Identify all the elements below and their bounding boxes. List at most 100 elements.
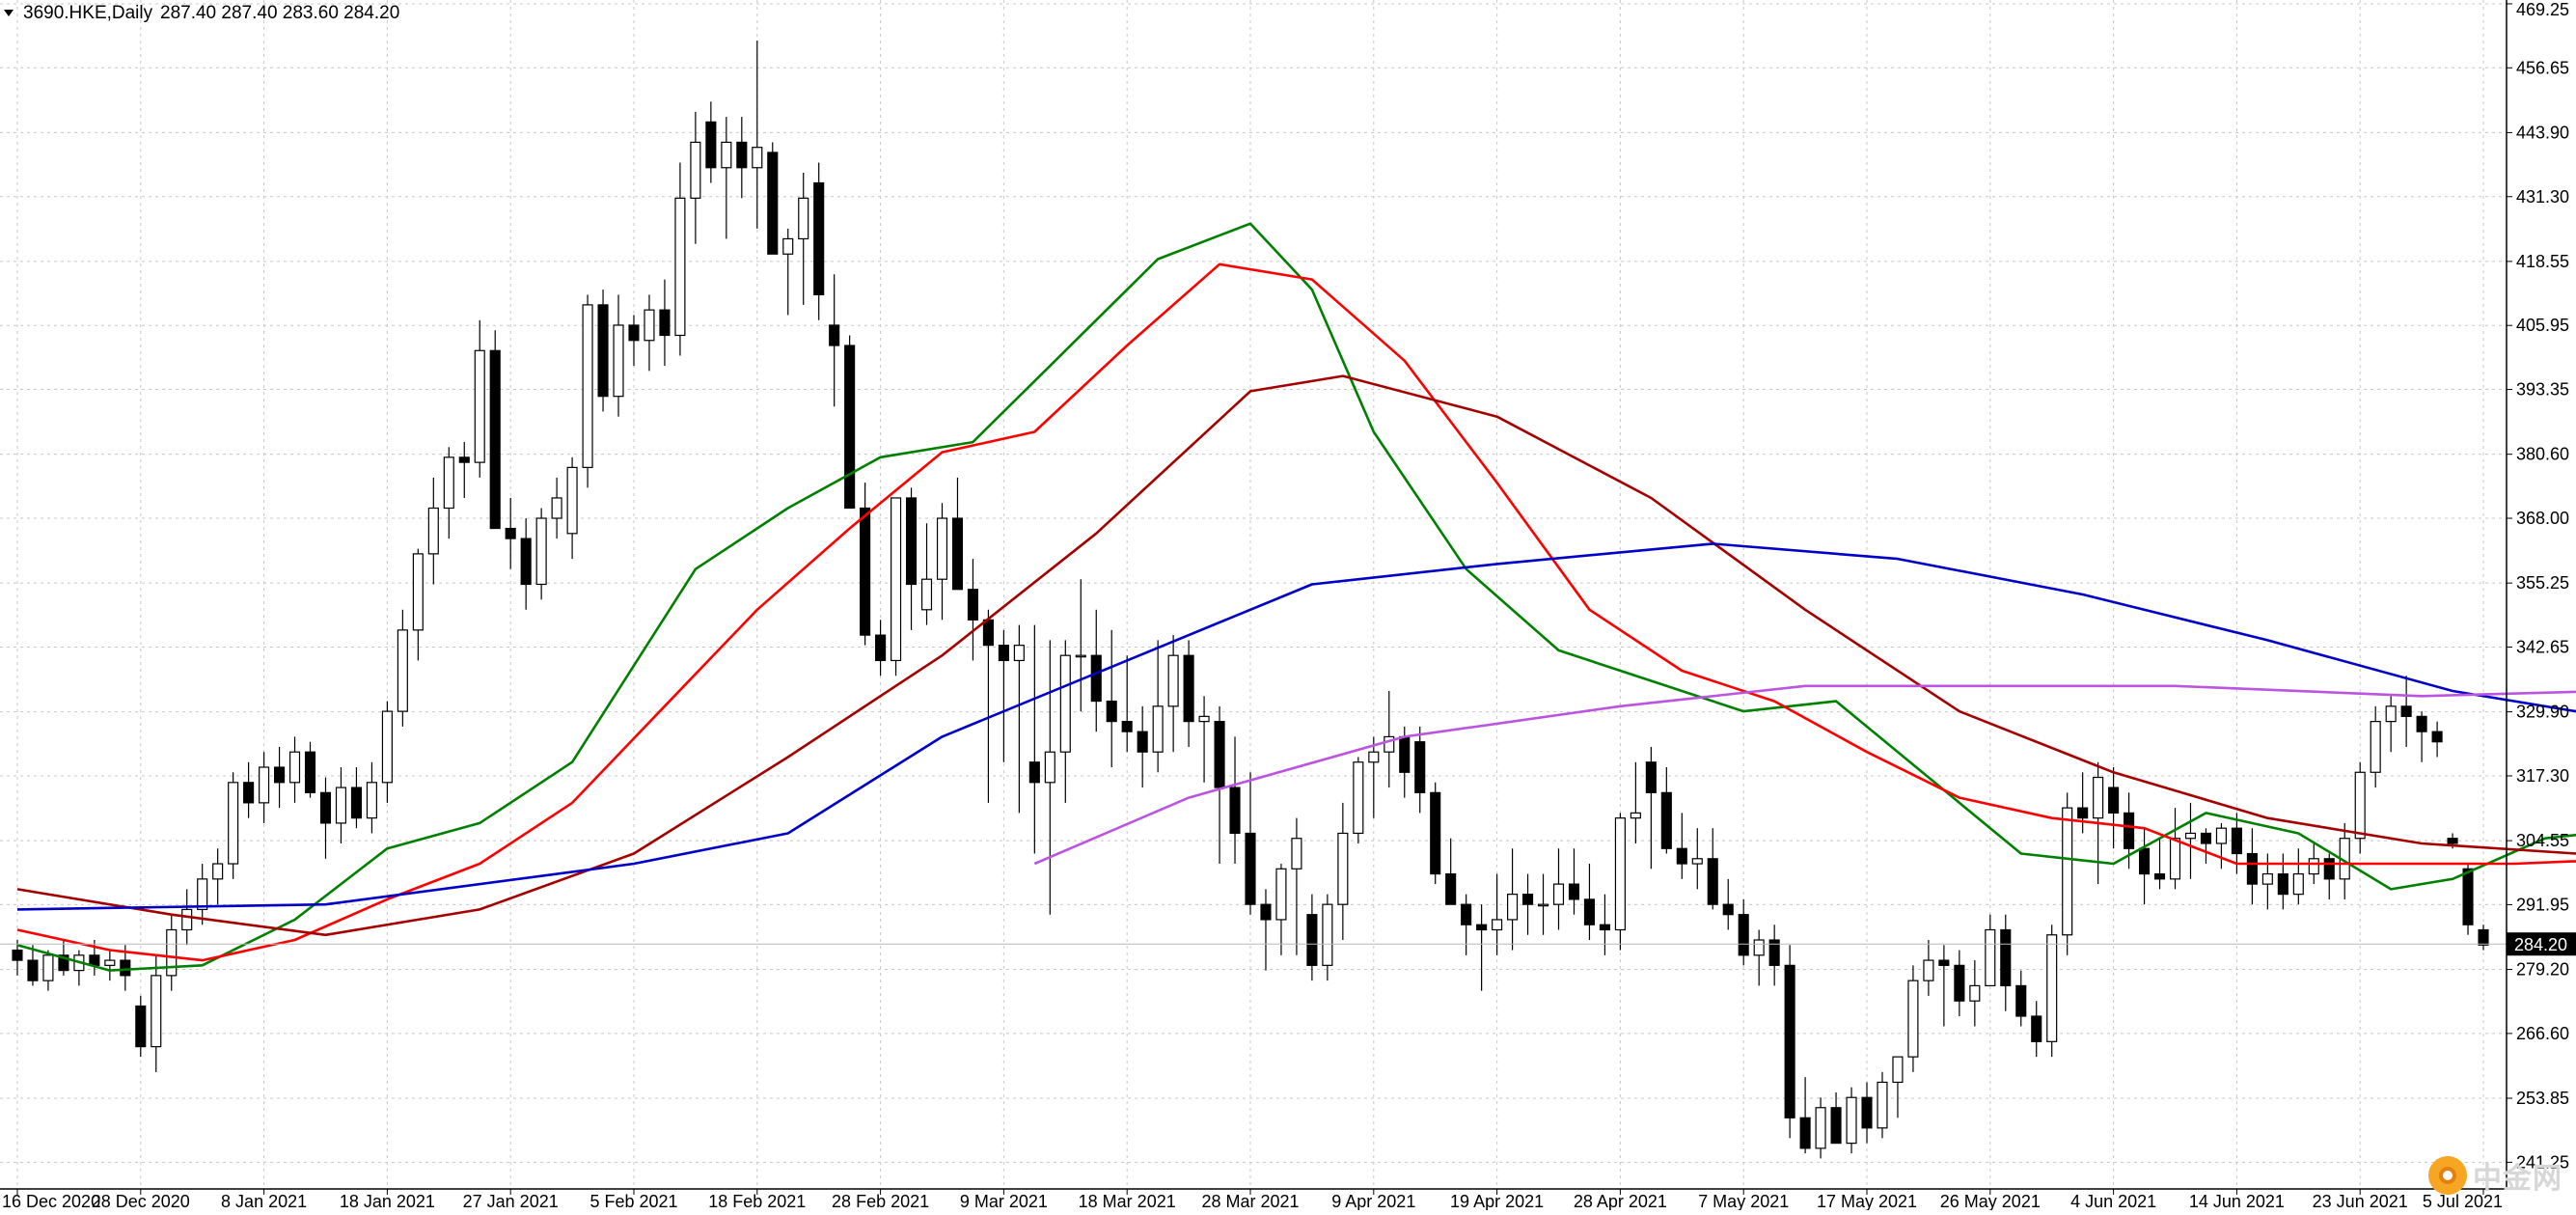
candle-up bbox=[1075, 654, 1086, 658]
candle-down bbox=[1707, 858, 1718, 905]
candle-up bbox=[1907, 980, 1919, 1058]
candle-up bbox=[197, 878, 208, 911]
candle-up bbox=[1353, 761, 1364, 835]
x-tick-label: 4 Jun 2021 bbox=[2070, 1192, 2156, 1210]
candle-down bbox=[860, 507, 871, 636]
candle-up bbox=[1384, 735, 1395, 753]
candle-up bbox=[2184, 832, 2197, 840]
candle-down bbox=[1583, 898, 1596, 925]
candle-up bbox=[166, 928, 178, 977]
candle-up bbox=[259, 766, 270, 804]
moving-average-line-4 bbox=[16, 542, 2576, 911]
y-tick-label: 443.90 bbox=[2516, 123, 2569, 142]
candle-down bbox=[2400, 705, 2412, 717]
x-tick-label: 17 May 2021 bbox=[1817, 1192, 1917, 1210]
candle-up bbox=[228, 782, 239, 865]
candle-down bbox=[58, 954, 69, 972]
candle-up bbox=[1877, 1081, 1888, 1129]
y-tick-label: 405.95 bbox=[2516, 316, 2569, 335]
candle-down bbox=[1676, 847, 1687, 865]
y-tick-label: 355.25 bbox=[2516, 573, 2569, 593]
candle-up bbox=[2093, 776, 2104, 819]
last-price-text: 284.20 bbox=[2514, 935, 2567, 954]
y-tick-label: 393.35 bbox=[2516, 380, 2569, 400]
candle-up bbox=[1152, 705, 1164, 753]
watermark-logo-icon bbox=[2428, 1156, 2467, 1195]
candle-up bbox=[1753, 939, 1765, 956]
candle-down bbox=[458, 456, 470, 463]
y-tick-label: 469.25 bbox=[2516, 0, 2569, 19]
chart-header: 3690.HKE,Daily 287.40 287.40 283.60 284.… bbox=[4, 3, 399, 23]
candle-up bbox=[582, 304, 593, 468]
candle-up bbox=[412, 553, 424, 631]
candle-up bbox=[1969, 984, 1981, 1002]
candle-up bbox=[288, 751, 301, 784]
candle-up bbox=[1013, 645, 1025, 662]
candle-down bbox=[2416, 715, 2427, 732]
candle-up bbox=[1892, 1056, 1904, 1084]
candle-down bbox=[505, 527, 516, 539]
candle-down bbox=[1121, 721, 1133, 732]
candle-up bbox=[1059, 654, 1071, 753]
candle-down bbox=[2277, 872, 2288, 896]
candle-up bbox=[366, 782, 377, 819]
candle-up bbox=[613, 324, 624, 398]
candle-down bbox=[1738, 914, 1749, 956]
candle-up bbox=[1846, 1096, 1857, 1145]
candle-down bbox=[27, 959, 39, 981]
candles bbox=[12, 41, 2489, 1159]
candle-down bbox=[319, 791, 332, 824]
candle-down bbox=[2447, 838, 2458, 844]
x-tick-label: 18 Mar 2021 bbox=[1079, 1192, 1176, 1210]
candle-up bbox=[381, 710, 393, 784]
candle-down bbox=[829, 324, 840, 346]
candle-down bbox=[998, 645, 1009, 662]
x-tick-label: 16 Dec 2020 bbox=[2, 1192, 100, 1210]
y-tick-label: 342.65 bbox=[2516, 637, 2569, 656]
moving-average-line-3 bbox=[16, 374, 2576, 937]
x-tick-label: 8 Jan 2021 bbox=[221, 1192, 307, 1210]
candle-up bbox=[1167, 654, 1179, 707]
candle-down bbox=[2231, 827, 2242, 855]
y-tick-label: 456.65 bbox=[2516, 58, 2569, 77]
price-axis-labels: 469.25 456.65 443.90 431.30 418.55 405.95 393.… bbox=[2507, 0, 2569, 1172]
candle-up bbox=[2062, 807, 2073, 936]
candle-down bbox=[1260, 903, 1272, 921]
candle-down bbox=[350, 787, 362, 819]
candle-down bbox=[736, 141, 748, 169]
moving-average-line-2 bbox=[16, 262, 2576, 962]
candle-down bbox=[2108, 787, 2120, 814]
moving-average-line-5 bbox=[1033, 684, 2576, 866]
candle-down bbox=[2246, 852, 2258, 885]
candle-up bbox=[690, 141, 701, 199]
candle-down bbox=[2015, 984, 2027, 1017]
x-tick-label: 7 May 2021 bbox=[1698, 1192, 1789, 1210]
candle-up bbox=[42, 954, 54, 981]
x-tick-label: 18 Jan 2021 bbox=[340, 1192, 435, 1210]
candle-down bbox=[951, 517, 964, 591]
candle-down bbox=[705, 121, 717, 169]
collapse-triangle-icon[interactable] bbox=[4, 10, 14, 16]
candle-down bbox=[1399, 735, 1411, 773]
candle-down bbox=[1938, 959, 1950, 966]
candle-down bbox=[1137, 731, 1148, 753]
candle-up bbox=[674, 197, 686, 337]
candle-down bbox=[1306, 914, 1318, 966]
candle-up bbox=[474, 349, 485, 463]
candle-down bbox=[813, 181, 825, 295]
candle-up bbox=[1985, 928, 1996, 987]
candle-down bbox=[1245, 832, 1256, 905]
x-tick-label: 28 Apr 2021 bbox=[1574, 1192, 1667, 1210]
candle-up bbox=[2261, 872, 2273, 885]
y-tick-label: 329.90 bbox=[2516, 703, 2569, 722]
candle-up bbox=[782, 237, 794, 255]
moving-average-line-1 bbox=[16, 222, 2576, 972]
candle-up bbox=[443, 456, 454, 510]
candle-down bbox=[1861, 1096, 1873, 1129]
x-tick-label: 23 Jun 2021 bbox=[2313, 1192, 2408, 1210]
candle-down bbox=[2478, 928, 2489, 946]
candle-up bbox=[181, 908, 193, 931]
ohlc-values: 287.40 287.40 283.60 284.20 bbox=[160, 3, 399, 23]
